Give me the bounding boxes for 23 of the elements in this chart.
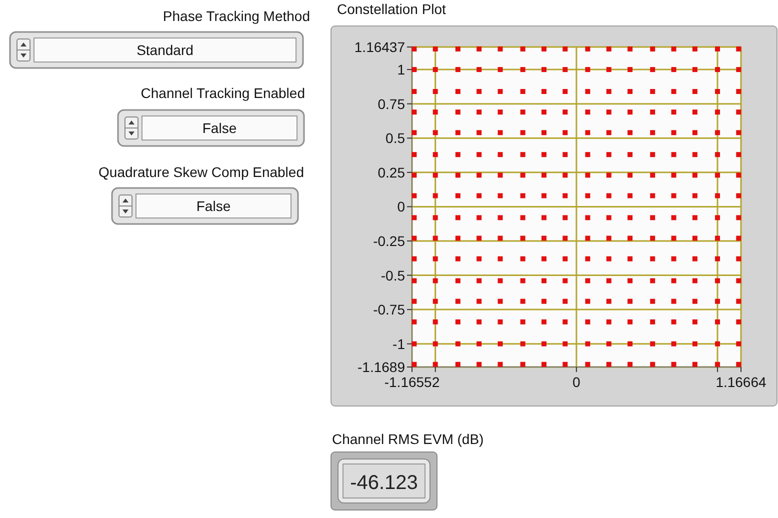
y-tick-label: 1: [397, 62, 406, 78]
y-tick-label: 0.75: [378, 96, 406, 112]
y-tick-label: 1.16437: [354, 39, 406, 55]
text: Standard: [136, 42, 194, 58]
text: Quadrature Skew Comp Enabled: [98, 164, 304, 180]
y-tick-label: 0.25: [378, 164, 406, 180]
y-tick-label: -0.5: [380, 267, 406, 284]
x-tick-label: -1.16552: [384, 374, 440, 390]
x-tick-label: 1.16664: [716, 374, 767, 390]
chart-title: Constellation Plot: [337, 1, 446, 17]
text: Channel RMS EVM (dB): [332, 431, 484, 447]
y-tick-label: -1: [392, 336, 406, 352]
x-tick-label: 0: [572, 374, 581, 390]
text: -46.123: [350, 472, 418, 494]
text: False: [202, 120, 237, 136]
text: False: [196, 198, 231, 214]
y-tick-label: 0.5: [386, 130, 406, 146]
y-tick-label: -0.75: [373, 302, 406, 318]
y-tick-label: -1.1689: [358, 359, 406, 375]
text: Phase Tracking Method: [162, 8, 310, 24]
y-tick-label: -0.25: [373, 232, 406, 249]
y-tick-label: 0: [397, 198, 406, 215]
text: Channel Tracking Enabled: [140, 85, 305, 101]
